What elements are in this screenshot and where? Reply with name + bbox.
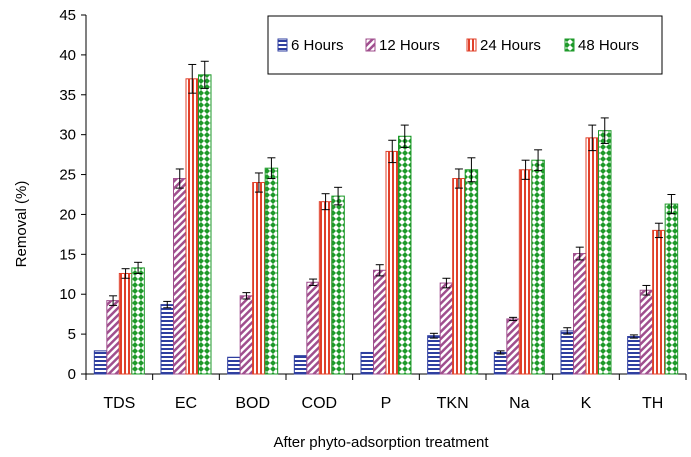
legend-label: 48 Hours bbox=[578, 37, 639, 54]
legend-swatch bbox=[365, 38, 376, 52]
bar bbox=[306, 281, 320, 375]
bar bbox=[173, 178, 187, 375]
x-tick-label: P bbox=[381, 395, 392, 412]
bar bbox=[573, 253, 587, 375]
bar bbox=[627, 336, 641, 375]
y-tick-label: 10 bbox=[59, 286, 76, 303]
x-axis-title: After phyto-adsorption treatment bbox=[273, 434, 489, 451]
category-group-k bbox=[560, 117, 612, 375]
bar bbox=[464, 169, 479, 375]
bar bbox=[131, 267, 145, 375]
bar bbox=[318, 201, 333, 375]
x-tick-label: TKN bbox=[437, 395, 469, 412]
x-tick-label: EC bbox=[175, 395, 197, 412]
bar bbox=[373, 269, 387, 375]
category-group-na bbox=[493, 149, 545, 375]
category-group-p bbox=[360, 124, 412, 375]
category-group-cod bbox=[293, 186, 345, 375]
bar bbox=[227, 356, 241, 375]
bar bbox=[398, 135, 412, 375]
y-tick-label: 45 bbox=[59, 7, 76, 24]
bar bbox=[518, 169, 533, 375]
x-tick-label: TH bbox=[642, 395, 663, 412]
x-tick-label: K bbox=[581, 395, 592, 412]
bar bbox=[160, 304, 174, 375]
y-tick-label: 25 bbox=[59, 167, 76, 184]
bar bbox=[427, 335, 441, 375]
legend-label: 6 Hours bbox=[291, 37, 344, 54]
y-tick-label: 30 bbox=[59, 127, 76, 144]
legend-box bbox=[267, 15, 663, 75]
bar bbox=[360, 351, 374, 375]
bar bbox=[239, 295, 254, 375]
bar bbox=[106, 300, 120, 375]
bar bbox=[293, 355, 308, 375]
bar bbox=[652, 229, 666, 375]
legend-swatch bbox=[277, 38, 288, 52]
bar bbox=[439, 282, 454, 375]
bar bbox=[506, 318, 520, 375]
bar bbox=[93, 350, 108, 375]
x-tick-label: BOD bbox=[235, 395, 270, 412]
y-tick-label: 35 bbox=[59, 87, 76, 104]
category-group-tkn bbox=[427, 157, 479, 375]
bar bbox=[252, 182, 266, 375]
legend-label: 24 Hours bbox=[480, 37, 541, 54]
y-tick-label: 5 bbox=[68, 326, 76, 343]
bar bbox=[198, 74, 212, 375]
bar bbox=[585, 137, 599, 375]
y-axis-title: Removal (%) bbox=[13, 181, 30, 268]
bar bbox=[452, 178, 466, 375]
bar bbox=[331, 195, 345, 375]
category-group-th bbox=[627, 194, 679, 375]
bar bbox=[598, 130, 612, 375]
bar bbox=[118, 272, 133, 375]
bar bbox=[385, 150, 399, 375]
legend-label: 12 Hours bbox=[379, 37, 440, 54]
bar bbox=[639, 289, 654, 375]
category-group-tds bbox=[93, 261, 145, 375]
plot-area: 0 5 10 15 20 25 30 35 40 45 TDS EC BOD COD P TKN Na K TH bbox=[59, 7, 687, 412]
legend: 6 Hours 12 Hours 24 Hours 48 Hours bbox=[267, 15, 663, 75]
x-tick-label: COD bbox=[302, 395, 338, 412]
bar bbox=[531, 159, 545, 375]
category-group-bod bbox=[227, 157, 279, 375]
y-tick-label: 0 bbox=[68, 366, 76, 383]
legend-swatch bbox=[564, 38, 575, 52]
category-group-ec bbox=[160, 60, 212, 375]
x-tick-label: TDS bbox=[103, 395, 135, 412]
legend-swatch bbox=[466, 38, 477, 52]
x-tick-label: Na bbox=[509, 395, 530, 412]
bar bbox=[664, 203, 679, 375]
bar bbox=[493, 351, 508, 375]
bar bbox=[185, 78, 199, 375]
y-tick-label: 15 bbox=[59, 246, 76, 263]
y-tick-label: 40 bbox=[59, 47, 76, 64]
y-tick-label: 20 bbox=[59, 206, 76, 223]
bar bbox=[560, 330, 574, 375]
bar bbox=[264, 167, 279, 375]
